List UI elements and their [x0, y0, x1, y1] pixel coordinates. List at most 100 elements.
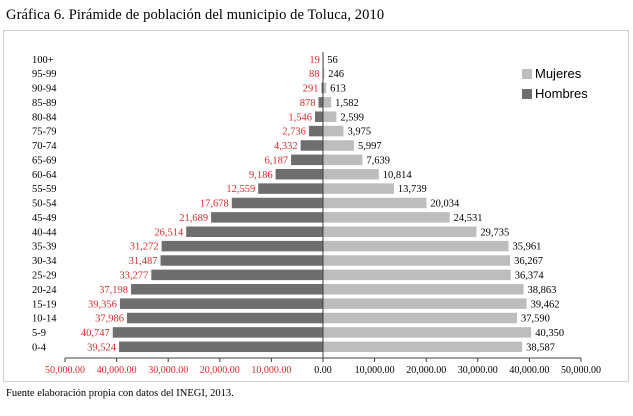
category-label: 100+ — [32, 55, 54, 66]
bar-mujeres — [323, 154, 363, 166]
category-label: 60-64 — [32, 170, 57, 181]
legend-label-mujeres: Mujeres — [535, 66, 582, 81]
data-label-mujeres: 39,462 — [531, 299, 560, 310]
bar-mujeres — [323, 298, 527, 309]
bar-mujeres — [323, 240, 509, 252]
bar-mujeres — [323, 125, 344, 137]
data-label-hombres: 33,277 — [119, 270, 148, 281]
category-label: 85-89 — [32, 98, 57, 109]
category-label: 35-39 — [32, 242, 57, 253]
category-label: 25-29 — [32, 270, 57, 281]
data-label-mujeres: 24,531 — [454, 213, 483, 224]
data-label-hombres: 39,356 — [88, 299, 117, 310]
category-label: 50-54 — [32, 199, 57, 210]
category-label: 65-69 — [32, 155, 57, 166]
data-label-mujeres: 5,997 — [358, 141, 382, 152]
data-label-hombres: 9,186 — [249, 170, 273, 181]
bar-hombres — [151, 269, 323, 281]
data-label-hombres: 2,736 — [282, 127, 306, 138]
data-label-mujeres: 38,587 — [526, 342, 555, 353]
category-labels: 100+ 95-99 90-94 85-89 80-84 75-79 70-74 65-69 6… — [32, 55, 57, 354]
bar-hombres — [186, 226, 323, 237]
legend-label-hombres: Hombres — [535, 86, 588, 101]
bar-hombres — [211, 212, 323, 223]
bar-hombres — [231, 197, 323, 209]
bar-hombres — [315, 111, 323, 122]
x-tick-label: 40,000.00 — [97, 365, 137, 376]
chart-frame — [3, 30, 629, 382]
data-label-mujeres: 7,639 — [366, 155, 390, 166]
category-label: 45-49 — [32, 213, 57, 224]
x-axis: 50,000.00 40,000.00 30,000.00 20,000.00 10,0… — [45, 52, 601, 376]
bar-mujeres — [323, 226, 477, 237]
x-tick-label: 30,000.00 — [458, 365, 498, 376]
chart-title: Gráfica 6. Pirámide de población del mun… — [6, 7, 385, 23]
x-tick-label: 10,000.00 — [251, 365, 291, 376]
data-label-hombres: 31,272 — [130, 242, 159, 253]
data-label-hombres: 291 — [303, 84, 319, 95]
category-label: 30-34 — [32, 256, 57, 267]
bar-mujeres — [323, 97, 332, 108]
data-label-mujeres: 2,599 — [340, 112, 364, 123]
bar-hombres — [258, 183, 323, 194]
category-label: 80-84 — [32, 112, 57, 123]
data-label-mujeres: 246 — [328, 69, 344, 80]
bar-mujeres — [323, 82, 327, 94]
source-note: Fuente elaboración propia con datos del … — [6, 388, 234, 399]
data-label-hombres: 12,559 — [226, 184, 255, 195]
category-label: 20-24 — [32, 285, 57, 296]
data-label-hombres: 31,487 — [129, 256, 158, 267]
data-label-mujeres: 37,590 — [521, 314, 550, 325]
legend-swatch-hombres — [522, 89, 532, 99]
bars-group: 19 56 88 246 291 613 878 1,582 1,546 2,599 2,736 3,… — [81, 53, 564, 353]
category-label: 10-14 — [32, 314, 57, 325]
bar-mujeres — [323, 197, 427, 209]
bar-mujeres — [323, 255, 511, 266]
data-label-hombres: 878 — [300, 98, 316, 109]
data-label-hombres: 37,986 — [95, 314, 124, 325]
bar-mujeres — [323, 212, 450, 223]
x-tick-label: 20,000.00 — [406, 365, 446, 376]
data-label-mujeres: 1,582 — [335, 98, 359, 109]
data-label-mujeres: 613 — [330, 84, 346, 95]
data-label-mujeres: 10,814 — [383, 170, 413, 181]
data-label-hombres: 6,187 — [264, 155, 288, 166]
category-label: 75-79 — [32, 127, 57, 138]
bar-hombres — [161, 240, 323, 252]
data-label-mujeres: 38,863 — [528, 285, 557, 296]
data-label-hombres: 1,546 — [288, 112, 312, 123]
category-label: 55-59 — [32, 184, 57, 195]
bar-mujeres — [323, 168, 379, 180]
category-label: 5-9 — [32, 328, 46, 339]
data-label-hombres: 39,524 — [87, 342, 117, 353]
data-label-mujeres: 56 — [327, 55, 338, 66]
x-tick-label: 20,000.00 — [200, 365, 240, 376]
x-tick-label: 30,000.00 — [148, 365, 188, 376]
category-label: 0-4 — [32, 342, 47, 353]
data-label-mujeres: 13,739 — [398, 184, 427, 195]
data-label-hombres: 40,747 — [81, 328, 110, 339]
bar-mujeres — [323, 341, 523, 353]
legend-swatch-mujeres — [522, 69, 532, 79]
category-label: 90-94 — [32, 84, 57, 95]
x-tick-label: 50,000.00 — [45, 365, 85, 376]
data-label-hombres: 88 — [309, 69, 320, 80]
x-tick-label: 40,000.00 — [509, 365, 549, 376]
data-label-hombres: 4,332 — [274, 141, 298, 152]
bar-mujeres — [323, 68, 325, 79]
x-tick-label: 50,000.00 — [561, 365, 601, 376]
bar-hombres — [318, 97, 323, 108]
data-label-hombres: 21,689 — [179, 213, 208, 224]
data-label-hombres: 26,514 — [154, 227, 184, 238]
category-label: 70-74 — [32, 141, 57, 152]
legend: Mujeres Hombres — [522, 66, 588, 101]
bar-hombres — [291, 154, 323, 166]
category-label: 15-19 — [32, 299, 57, 310]
bar-hombres — [275, 168, 323, 180]
data-label-mujeres: 29,735 — [480, 227, 509, 238]
x-tick-label: 10,000.00 — [355, 365, 395, 376]
data-label-mujeres: 35,961 — [513, 242, 542, 253]
x-tick-label: 0.00 — [314, 365, 332, 376]
data-label-hombres: 19 — [309, 55, 320, 66]
